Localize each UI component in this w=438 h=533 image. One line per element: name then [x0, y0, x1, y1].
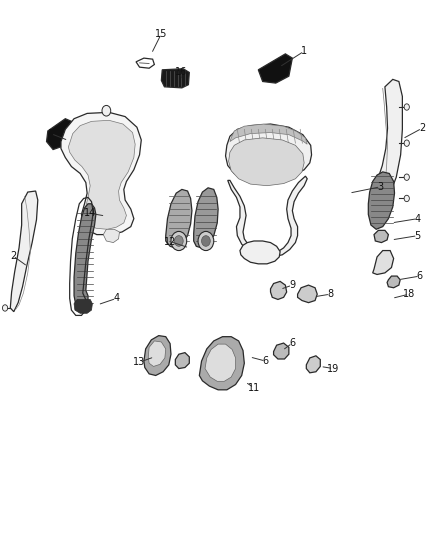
Text: 8: 8 [327, 289, 333, 299]
Circle shape [171, 231, 187, 251]
Polygon shape [74, 204, 96, 309]
Text: 19: 19 [327, 364, 339, 374]
Polygon shape [148, 341, 166, 367]
Text: 4: 4 [113, 293, 120, 303]
Text: 15: 15 [155, 29, 168, 39]
Polygon shape [226, 124, 311, 180]
Polygon shape [271, 281, 287, 300]
Polygon shape [373, 251, 394, 274]
Polygon shape [74, 300, 92, 313]
Circle shape [404, 104, 410, 110]
Polygon shape [229, 138, 304, 185]
Polygon shape [387, 276, 400, 288]
Polygon shape [166, 189, 192, 248]
Polygon shape [240, 241, 280, 264]
Text: 4: 4 [415, 214, 421, 224]
Text: 2: 2 [419, 123, 425, 133]
Text: 3: 3 [378, 182, 384, 192]
Polygon shape [103, 229, 120, 243]
Text: 13: 13 [134, 357, 146, 367]
Circle shape [201, 236, 210, 246]
Polygon shape [144, 336, 171, 375]
Polygon shape [205, 344, 236, 381]
Circle shape [102, 106, 111, 116]
Polygon shape [175, 353, 189, 368]
Circle shape [404, 140, 410, 147]
Circle shape [174, 236, 183, 246]
Polygon shape [375, 79, 403, 204]
Polygon shape [46, 119, 73, 150]
Text: 9: 9 [289, 280, 295, 290]
Polygon shape [230, 124, 307, 144]
Polygon shape [68, 120, 135, 229]
Circle shape [404, 195, 410, 201]
Polygon shape [161, 69, 189, 88]
Polygon shape [11, 191, 38, 312]
Circle shape [3, 305, 8, 311]
Polygon shape [368, 172, 395, 229]
Circle shape [198, 231, 214, 251]
Polygon shape [306, 356, 320, 373]
Polygon shape [199, 337, 244, 390]
Circle shape [404, 174, 410, 180]
Polygon shape [374, 230, 389, 243]
Text: 18: 18 [403, 289, 415, 299]
Polygon shape [274, 343, 289, 359]
Text: 11: 11 [248, 383, 260, 393]
Polygon shape [228, 176, 307, 257]
Polygon shape [194, 188, 218, 248]
Text: 16: 16 [174, 68, 187, 77]
Polygon shape [61, 112, 141, 235]
Text: 2: 2 [10, 251, 16, 261]
Text: 6: 6 [289, 338, 295, 348]
Text: 6: 6 [263, 356, 269, 366]
Text: 1: 1 [301, 46, 307, 56]
Text: 12: 12 [164, 237, 176, 247]
Text: 6: 6 [417, 271, 423, 281]
Text: 5: 5 [414, 231, 421, 241]
Polygon shape [297, 285, 317, 303]
Text: 1: 1 [48, 128, 54, 139]
Polygon shape [258, 54, 292, 83]
Text: 14: 14 [84, 208, 96, 219]
